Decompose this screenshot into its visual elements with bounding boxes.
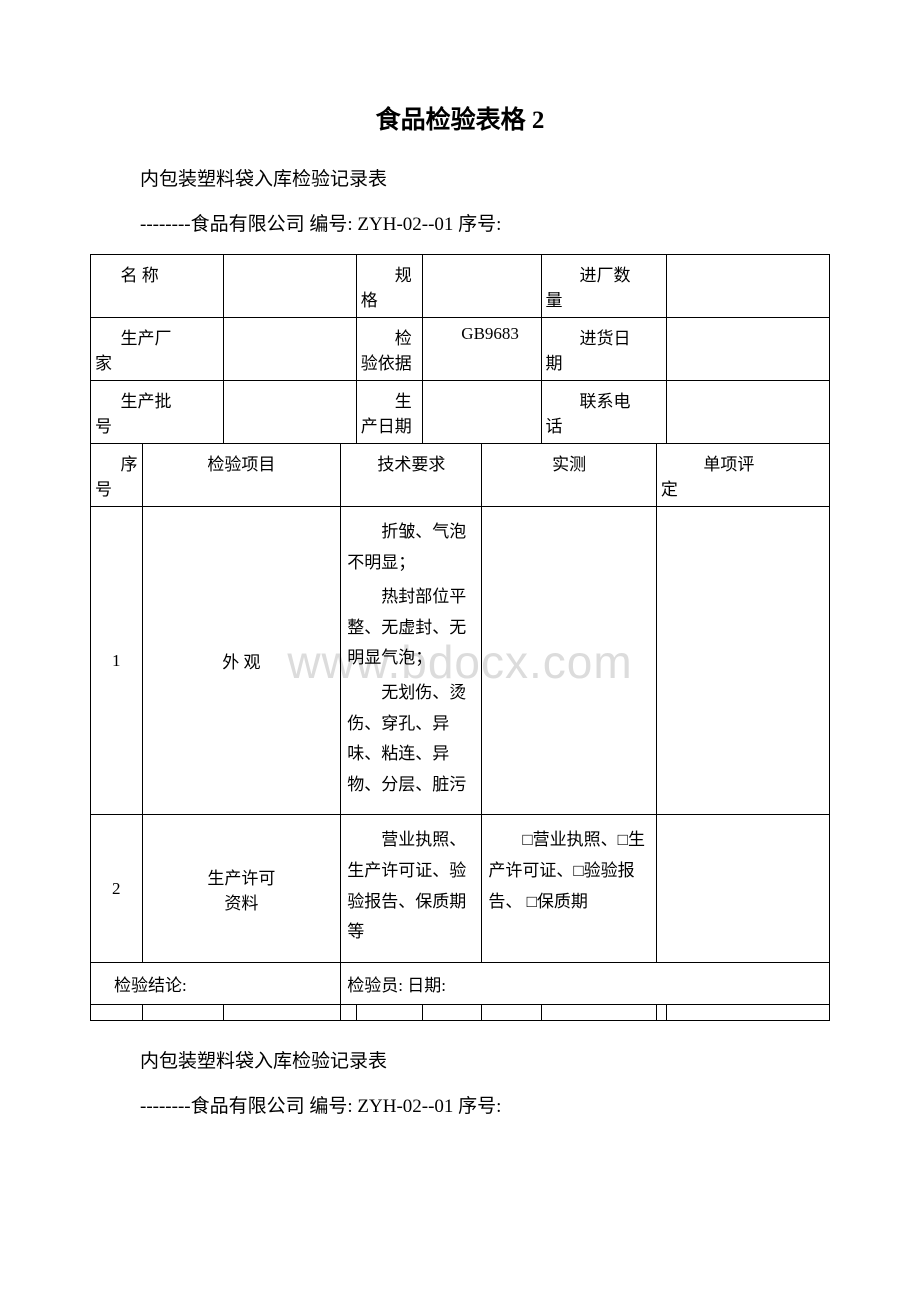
page-title: 食品检验表格 2 bbox=[90, 100, 830, 136]
empty-c6 bbox=[423, 1004, 482, 1020]
empty-c4 bbox=[341, 1004, 357, 1020]
item-name-1: 外 观 bbox=[142, 507, 341, 815]
empty-c5 bbox=[356, 1004, 423, 1020]
value-qty bbox=[666, 255, 829, 318]
table-subtitle: 内包装塑料袋入库检验记录表 bbox=[140, 164, 830, 191]
item-row-2: 2 生产许可资料 营业执照、生产许可证、验验报告、保质期等 □营业执照、□生产许… bbox=[91, 815, 830, 962]
company-line-2: --------食品有限公司 编号: ZYH-02--01 序号: bbox=[140, 1091, 830, 1118]
empty-row bbox=[91, 1004, 830, 1020]
column-header-row: 序号 检验项目 技术要求 实测 单项评定 bbox=[91, 444, 830, 507]
empty-c3 bbox=[223, 1004, 340, 1020]
label-phone: 联系电话 bbox=[541, 381, 666, 444]
header-row-3: 生产批号 生产日期 联系电话 bbox=[91, 381, 830, 444]
header-row-1: 名 称 规格 进厂数量 bbox=[91, 255, 830, 318]
req-1-p3: 无划伤、烫伤、穿孔、异味、粘连、异物、分层、脏污 bbox=[347, 678, 475, 800]
empty-c7 bbox=[482, 1004, 541, 1020]
conclusion-label: 检验结论: bbox=[91, 962, 341, 1004]
seq-2: 2 bbox=[91, 815, 143, 962]
req-2: 营业执照、生产许可证、验验报告、保质期等 bbox=[341, 815, 482, 962]
value-basis: GB9683 bbox=[423, 318, 541, 381]
measured-2: □营业执照、□生产许可证、□验验报告、 □保质期 bbox=[482, 815, 657, 962]
empty-c10 bbox=[666, 1004, 829, 1020]
inspection-table: 名 称 规格 进厂数量 生产厂家 检验依据 GB9683 进货日期 生产批号 生… bbox=[90, 254, 830, 1021]
label-batch: 生产批号 bbox=[91, 381, 224, 444]
value-prod-date bbox=[423, 381, 541, 444]
req-2-text: 营业执照、生产许可证、验验报告、保质期等 bbox=[347, 825, 475, 947]
inspector-date: 检验员: 日期: bbox=[341, 962, 830, 1004]
req-1-p1: 折皱、气泡不明显； bbox=[347, 517, 475, 578]
eval-2 bbox=[656, 815, 829, 962]
empty-c2 bbox=[142, 1004, 223, 1020]
col-item: 检验项目 bbox=[142, 444, 341, 507]
eval-1 bbox=[656, 507, 829, 815]
seq-1: 1 bbox=[91, 507, 143, 815]
value-manufacturer bbox=[223, 318, 356, 381]
col-req: 技术要求 bbox=[341, 444, 482, 507]
empty-c1 bbox=[91, 1004, 143, 1020]
label-name: 名 称 bbox=[91, 255, 224, 318]
col-seq: 序号 bbox=[91, 444, 143, 507]
req-1-p2: 热封部位平整、无虚封、无明显气泡； bbox=[347, 582, 475, 674]
item-row-1: 1 外 观 折皱、气泡不明显； 热封部位平整、无虚封、无明显气泡； 无划伤、烫伤… bbox=[91, 507, 830, 815]
label-qty: 进厂数量 bbox=[541, 255, 666, 318]
item-name-2: 生产许可资料 bbox=[142, 815, 341, 962]
label-date-in: 进货日期 bbox=[541, 318, 666, 381]
value-spec bbox=[423, 255, 541, 318]
company-line: --------食品有限公司 编号: ZYH-02--01 序号: bbox=[140, 209, 830, 236]
empty-c8 bbox=[541, 1004, 656, 1020]
value-date-in bbox=[666, 318, 829, 381]
req-1: 折皱、气泡不明显； 热封部位平整、无虚封、无明显气泡； 无划伤、烫伤、穿孔、异味… bbox=[341, 507, 482, 815]
label-spec: 规格 bbox=[356, 255, 423, 318]
label-manufacturer: 生产厂家 bbox=[91, 318, 224, 381]
col-eval: 单项评定 bbox=[656, 444, 829, 507]
measured-1 bbox=[482, 507, 657, 815]
value-phone bbox=[666, 381, 829, 444]
header-row-2: 生产厂家 检验依据 GB9683 进货日期 bbox=[91, 318, 830, 381]
label-prod-date: 生产日期 bbox=[356, 381, 423, 444]
empty-c9 bbox=[656, 1004, 666, 1020]
conclusion-row: 检验结论: 检验员: 日期: bbox=[91, 962, 830, 1004]
col-measured: 实测 bbox=[482, 444, 657, 507]
table-subtitle-2: 内包装塑料袋入库检验记录表 bbox=[140, 1046, 830, 1073]
value-batch bbox=[223, 381, 356, 444]
label-basis: 检验依据 bbox=[356, 318, 423, 381]
value-name bbox=[223, 255, 356, 318]
